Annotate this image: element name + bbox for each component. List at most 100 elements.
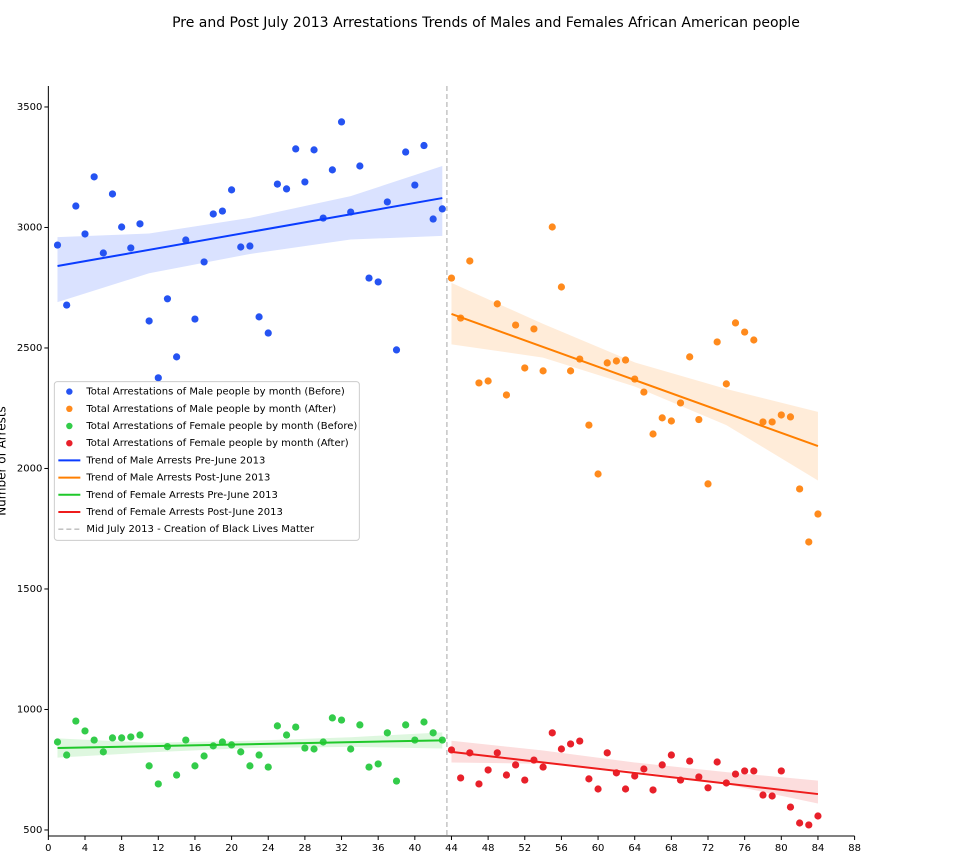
data-point xyxy=(731,319,740,327)
x-tick-label: 20 xyxy=(225,843,238,854)
data-point xyxy=(108,734,117,742)
x-tick-label: 88 xyxy=(848,843,861,854)
data-point xyxy=(475,780,483,788)
data-point xyxy=(173,353,181,361)
data-point xyxy=(603,749,611,757)
data-point xyxy=(676,399,685,407)
data-point xyxy=(493,300,501,308)
data-point xyxy=(512,761,520,769)
x-tick-label: 60 xyxy=(592,843,605,854)
trend-line xyxy=(451,313,819,447)
data-point xyxy=(227,186,236,194)
data-point xyxy=(191,762,199,770)
data-point xyxy=(292,145,300,153)
legend-label: Total Arrestations of Female people by m… xyxy=(85,421,357,432)
data-point xyxy=(484,766,492,774)
x-tick-label: 4 xyxy=(82,843,88,854)
data-point xyxy=(301,178,309,186)
data-point xyxy=(81,727,89,735)
data-point xyxy=(539,763,547,771)
data-point xyxy=(310,146,318,154)
chart-title: Pre and Post July 2013 Arrestations Tren… xyxy=(172,15,800,31)
x-tick-label: 16 xyxy=(189,843,202,854)
legend-marker xyxy=(66,440,73,447)
x-tick-label: 52 xyxy=(518,843,531,854)
data-point xyxy=(90,173,98,181)
data-point xyxy=(237,748,245,756)
x-tick-label: 0 xyxy=(45,843,51,854)
data-point xyxy=(585,421,593,429)
data-point xyxy=(53,241,62,249)
data-point xyxy=(173,771,181,779)
data-point xyxy=(383,729,391,737)
data-point xyxy=(814,812,822,820)
x-tick-label: 28 xyxy=(299,843,312,854)
data-point xyxy=(750,336,758,344)
data-point xyxy=(667,751,675,759)
legend-label: Total Arrestations of Female people by m… xyxy=(85,438,348,449)
data-point xyxy=(347,745,355,753)
data-point xyxy=(649,430,657,438)
data-point xyxy=(521,364,529,372)
data-point xyxy=(282,185,291,193)
data-point xyxy=(374,278,382,286)
data-point xyxy=(640,765,648,773)
data-point xyxy=(182,736,190,744)
data-point xyxy=(99,748,107,756)
data-point xyxy=(704,784,712,792)
data-point xyxy=(512,321,520,329)
data-point xyxy=(255,313,263,321)
data-point xyxy=(805,821,813,829)
data-point xyxy=(621,785,630,793)
data-point xyxy=(118,223,126,231)
data-point xyxy=(108,190,117,198)
data-point xyxy=(310,745,318,753)
legend-label: Total Arrestations of Male people by mon… xyxy=(85,404,336,415)
data-point xyxy=(429,729,437,737)
data-point xyxy=(447,274,456,282)
data-point xyxy=(695,415,703,424)
y-tick-label: 1500 xyxy=(17,584,42,595)
data-point xyxy=(585,775,593,783)
data-point xyxy=(420,718,428,726)
data-point xyxy=(200,258,208,266)
legend-label: Trend of Female Arrests Post-June 2013 xyxy=(85,507,283,518)
data-point xyxy=(521,776,529,784)
data-point xyxy=(402,721,410,729)
data-point xyxy=(741,328,749,336)
data-point xyxy=(282,731,291,739)
data-point xyxy=(686,757,694,765)
legend-marker xyxy=(66,405,73,412)
x-tick-label: 36 xyxy=(372,843,385,854)
data-point xyxy=(63,751,71,759)
data-point xyxy=(136,731,144,739)
data-point xyxy=(695,773,703,781)
data-point xyxy=(328,714,336,722)
trend-line xyxy=(57,197,443,268)
data-point xyxy=(594,470,602,478)
data-point xyxy=(566,367,575,375)
data-point xyxy=(411,181,419,189)
data-point xyxy=(356,721,364,729)
data-point xyxy=(731,770,740,778)
data-point xyxy=(356,162,364,170)
data-point xyxy=(786,413,795,421)
data-point xyxy=(246,762,254,770)
data-point xyxy=(658,761,666,769)
data-point xyxy=(182,236,190,244)
x-tick-label: 80 xyxy=(775,843,788,854)
data-point xyxy=(704,480,712,488)
data-point xyxy=(273,180,281,188)
data-point xyxy=(805,538,813,546)
data-point xyxy=(796,485,804,493)
legend-marker xyxy=(66,388,73,395)
data-point xyxy=(438,205,446,213)
data-point xyxy=(136,220,144,228)
x-tick-label: 76 xyxy=(738,843,751,854)
data-point xyxy=(658,414,666,422)
data-point xyxy=(612,357,620,365)
y-tick-label: 3500 xyxy=(17,102,42,113)
data-point xyxy=(337,716,346,724)
data-point xyxy=(163,295,172,303)
